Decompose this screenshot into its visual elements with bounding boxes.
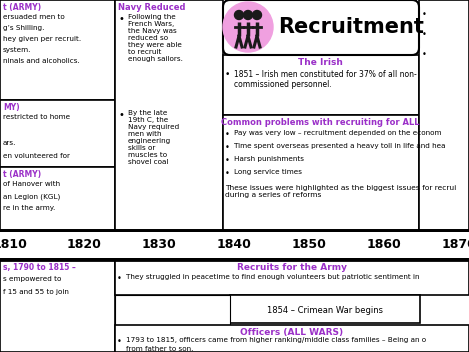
FancyBboxPatch shape xyxy=(0,0,115,100)
Text: hey given per recruit.: hey given per recruit. xyxy=(3,36,81,42)
Text: 1851 – Irish men constituted for 37% of all non-
commissioned personnel.: 1851 – Irish men constituted for 37% of … xyxy=(234,70,417,89)
Text: g’s Shilling.: g’s Shilling. xyxy=(3,25,45,31)
Text: s, 1790 to 1815 –: s, 1790 to 1815 – xyxy=(3,263,76,272)
Text: •: • xyxy=(422,50,427,59)
Text: They struggled in peacetime to find enough volunteers but patriotic sentiment in: They struggled in peacetime to find enou… xyxy=(126,274,419,280)
Text: •: • xyxy=(225,143,230,152)
Text: •: • xyxy=(225,70,230,79)
Text: t (ARMY): t (ARMY) xyxy=(3,170,41,179)
FancyBboxPatch shape xyxy=(115,0,223,230)
FancyBboxPatch shape xyxy=(223,0,419,55)
Text: 1870: 1870 xyxy=(441,239,469,251)
Text: 1820: 1820 xyxy=(67,239,101,251)
Text: Long service times: Long service times xyxy=(234,169,302,175)
FancyBboxPatch shape xyxy=(0,230,469,260)
Text: •: • xyxy=(225,156,230,165)
Text: f 15 and 55 to join: f 15 and 55 to join xyxy=(3,289,69,295)
FancyBboxPatch shape xyxy=(0,260,115,352)
Circle shape xyxy=(234,11,243,19)
Text: Time spent overseas presented a heavy toll in life and hea: Time spent overseas presented a heavy to… xyxy=(234,143,446,149)
FancyBboxPatch shape xyxy=(230,295,420,323)
FancyBboxPatch shape xyxy=(0,167,115,230)
FancyBboxPatch shape xyxy=(0,100,115,167)
FancyBboxPatch shape xyxy=(115,325,469,352)
Circle shape xyxy=(252,11,262,19)
Circle shape xyxy=(243,11,252,19)
FancyBboxPatch shape xyxy=(115,295,230,352)
Text: from father to son.: from father to son. xyxy=(126,346,193,352)
Text: t (ARMY): t (ARMY) xyxy=(3,3,41,12)
Text: en volunteered for: en volunteered for xyxy=(3,153,70,159)
Text: re in the army.: re in the army. xyxy=(3,205,55,211)
Text: MY): MY) xyxy=(3,103,20,112)
Text: 1840: 1840 xyxy=(217,239,251,251)
Text: 1850: 1850 xyxy=(292,239,326,251)
Text: Pay was very low – recruitment depended on the econom: Pay was very low – recruitment depended … xyxy=(234,130,441,136)
Text: By the late
19th C, the
Navy required
men with
engineering
skills or
muscles to
: By the late 19th C, the Navy required me… xyxy=(128,110,179,165)
Text: Officers (ALL WARS): Officers (ALL WARS) xyxy=(241,328,344,337)
Text: system.: system. xyxy=(3,47,31,53)
Text: •: • xyxy=(422,10,427,19)
FancyBboxPatch shape xyxy=(223,55,419,115)
Text: ersuaded men to: ersuaded men to xyxy=(3,14,65,20)
Text: •: • xyxy=(117,337,122,346)
Text: 1854 – Crimean War begins: 1854 – Crimean War begins xyxy=(267,306,383,315)
Text: restricted to home: restricted to home xyxy=(3,114,70,120)
Text: •: • xyxy=(117,274,122,283)
Text: 1810: 1810 xyxy=(0,239,28,251)
Text: ninals and alcoholics.: ninals and alcoholics. xyxy=(3,58,80,64)
Text: an Legion (KGL): an Legion (KGL) xyxy=(3,193,60,200)
Text: 1793 to 1815, officers came from higher ranking/middle class families – Being an: 1793 to 1815, officers came from higher … xyxy=(126,337,426,343)
Text: Navy Reduced: Navy Reduced xyxy=(118,3,186,12)
Text: Harsh punishments: Harsh punishments xyxy=(234,156,304,162)
FancyBboxPatch shape xyxy=(115,260,469,295)
Text: Common problems with recruiting for ALL: Common problems with recruiting for ALL xyxy=(221,118,419,127)
FancyBboxPatch shape xyxy=(223,115,419,230)
Circle shape xyxy=(223,2,273,52)
FancyBboxPatch shape xyxy=(0,232,469,258)
Text: of Hanover with: of Hanover with xyxy=(3,181,60,187)
Text: •: • xyxy=(225,130,230,139)
Text: •: • xyxy=(119,14,125,24)
FancyBboxPatch shape xyxy=(419,0,469,230)
Text: •: • xyxy=(119,110,125,120)
Text: •: • xyxy=(422,30,427,39)
Text: Recruits for the Army: Recruits for the Army xyxy=(237,263,347,272)
Text: Recruitment: Recruitment xyxy=(278,17,424,37)
Text: 1860: 1860 xyxy=(367,239,401,251)
Text: These issues were highlighted as the biggest issues for recrui
during a series o: These issues were highlighted as the big… xyxy=(225,185,456,198)
Text: s empowered to: s empowered to xyxy=(3,276,61,282)
Text: The Irish: The Irish xyxy=(297,58,342,67)
Text: 1830: 1830 xyxy=(142,239,176,251)
Text: •: • xyxy=(225,169,230,178)
Text: ars.: ars. xyxy=(3,140,16,146)
Text: Following the
French Wars,
the Navy was
reduced so
they were able
to recruit
eno: Following the French Wars, the Navy was … xyxy=(128,14,183,62)
